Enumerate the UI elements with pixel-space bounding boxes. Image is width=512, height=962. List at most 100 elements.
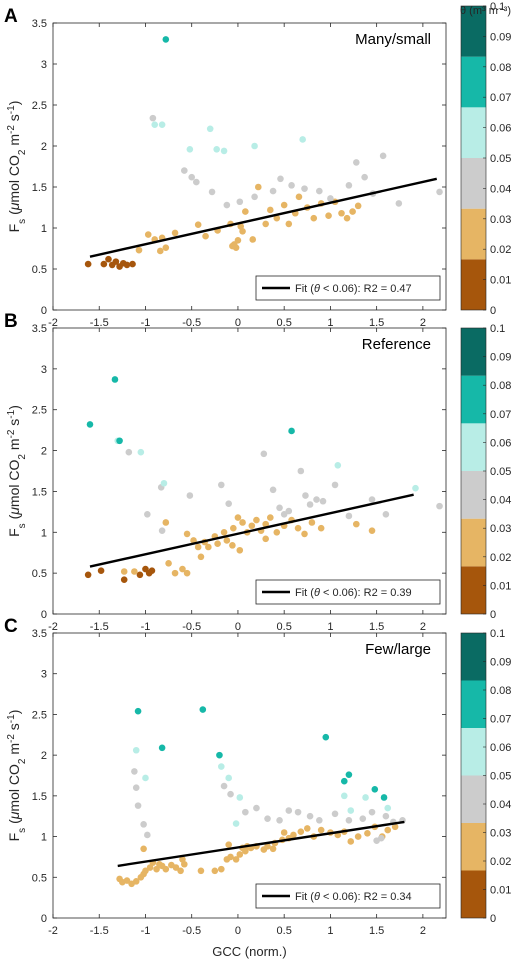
- panel-title: Reference: [362, 336, 431, 353]
- data-point: [158, 744, 166, 752]
- x-tick-label: 1: [327, 317, 333, 329]
- data-point: [327, 195, 334, 202]
- colorbar-tick-label: 0.04: [490, 799, 511, 811]
- data-point: [262, 520, 269, 528]
- y-title-unit: mol CO: [6, 764, 22, 812]
- colorbar-tick-label: 0.01: [490, 275, 511, 287]
- data-point: [234, 237, 242, 244]
- data-point: [208, 188, 216, 196]
- colorbar-tick-label: 0.05: [490, 771, 511, 783]
- data-point: [349, 208, 356, 215]
- data-point: [273, 528, 281, 536]
- y-tick-label: 1: [41, 527, 47, 539]
- x-tick-label: -2: [48, 621, 58, 633]
- data-point: [254, 183, 262, 191]
- y-tick-label: 3.5: [32, 18, 47, 30]
- x-tick-label: 1: [327, 621, 333, 633]
- data-point: [319, 497, 327, 505]
- panel-label: B: [4, 311, 18, 332]
- data-point: [331, 481, 339, 489]
- y-title-f: F: [6, 833, 22, 842]
- data-point: [308, 519, 316, 526]
- legend-text-prefix: Fit (: [295, 891, 314, 903]
- y-tick-label: 0.5: [32, 872, 47, 884]
- data-point: [354, 202, 362, 210]
- y-tick-label: 3: [41, 59, 47, 71]
- data-point: [301, 530, 308, 538]
- data-point: [202, 232, 209, 240]
- y-tick-label: 2: [41, 141, 47, 153]
- fit-line: [89, 493, 414, 568]
- colorbar-tick-label: 0.01: [490, 580, 511, 592]
- data-point: [171, 569, 179, 577]
- data-point: [86, 421, 94, 428]
- colorbar-tick-label: 0.03: [490, 828, 511, 840]
- colorbar: 0 0.01 0.02 0.03 0.04 0.05 0.06 0.07 0.08 0.09 0.1: [460, 1, 511, 317]
- data-point: [217, 763, 225, 770]
- data-point: [368, 808, 376, 816]
- data-point: [285, 220, 293, 228]
- colorbar-segment: [461, 633, 486, 681]
- data-point: [162, 36, 170, 43]
- data-point: [116, 437, 123, 445]
- colorbar-tick-label: 0.04: [490, 495, 511, 507]
- colorbar-title: θ (m³ m⁻³): [460, 5, 511, 17]
- colorbar-tick-label: 0: [490, 305, 496, 317]
- data-point: [236, 851, 244, 858]
- data-point: [217, 865, 225, 873]
- data-point: [197, 867, 205, 875]
- colorbar-tick-label: 0.02: [490, 552, 511, 564]
- data-point: [242, 208, 249, 215]
- data-point: [302, 492, 309, 499]
- data-point: [362, 794, 369, 801]
- colorbar: 0 0.01 0.02 0.03 0.04 0.05 0.06 0.07 0.08 0.09 0.1: [460, 323, 511, 621]
- y-title-m: m: [6, 743, 22, 759]
- data-point: [123, 261, 131, 269]
- legend-text-prefix: Fit (: [295, 587, 314, 599]
- legend-label: Fit (θ < 0.06): R2 = 0.39: [295, 587, 412, 599]
- data-point: [194, 221, 202, 229]
- data-point: [377, 834, 385, 842]
- data-point: [280, 511, 288, 518]
- data-point: [194, 543, 202, 551]
- data-point: [211, 867, 219, 875]
- legend-theta: θ: [314, 587, 320, 599]
- panel-title: Few/large: [365, 641, 431, 658]
- y-title-close: ): [6, 101, 22, 106]
- data-point: [205, 543, 212, 551]
- colorbar-tick-label: 0.1: [490, 1, 505, 13]
- y-tick-label: 0: [41, 913, 47, 925]
- data-point: [248, 522, 256, 530]
- data-point: [347, 838, 355, 845]
- data-point: [225, 774, 232, 782]
- y-title-close: ): [6, 405, 22, 410]
- colorbar-tick-label: 0.08: [490, 380, 511, 392]
- data-point: [151, 121, 159, 128]
- legend-text-prefix: Fit (: [295, 283, 314, 295]
- data-point: [267, 514, 274, 521]
- panel-c: 00.511.522.533.5-2 -1.5 -1 -0.5 0 0.5 1 1.5 2Fs …: [4, 616, 511, 937]
- data-point: [277, 175, 284, 183]
- data-point: [239, 227, 246, 235]
- data-point: [120, 576, 128, 583]
- data-point: [313, 496, 320, 503]
- data-point: [343, 214, 351, 222]
- data-point: [269, 845, 277, 853]
- data-point: [137, 448, 145, 456]
- x-tick-label: -2: [48, 317, 58, 329]
- colorbar-tick-label: 0.1: [490, 323, 505, 335]
- data-point: [382, 812, 390, 820]
- data-point: [288, 427, 295, 435]
- legend-label: Fit (θ < 0.06): R2 = 0.34: [295, 891, 412, 903]
- y-tick-label: 0.5: [32, 568, 47, 580]
- data-point: [273, 214, 281, 222]
- data-point: [317, 524, 325, 532]
- colorbar-tick-label: 0.06: [490, 123, 511, 135]
- data-point: [188, 173, 196, 181]
- x-tick-label: 0: [235, 621, 241, 633]
- x-tick-label: -1: [141, 925, 151, 937]
- data-point: [216, 751, 223, 759]
- data-point: [131, 768, 138, 775]
- y-title-paren: (: [6, 210, 22, 219]
- x-tick-label: 0: [235, 317, 241, 329]
